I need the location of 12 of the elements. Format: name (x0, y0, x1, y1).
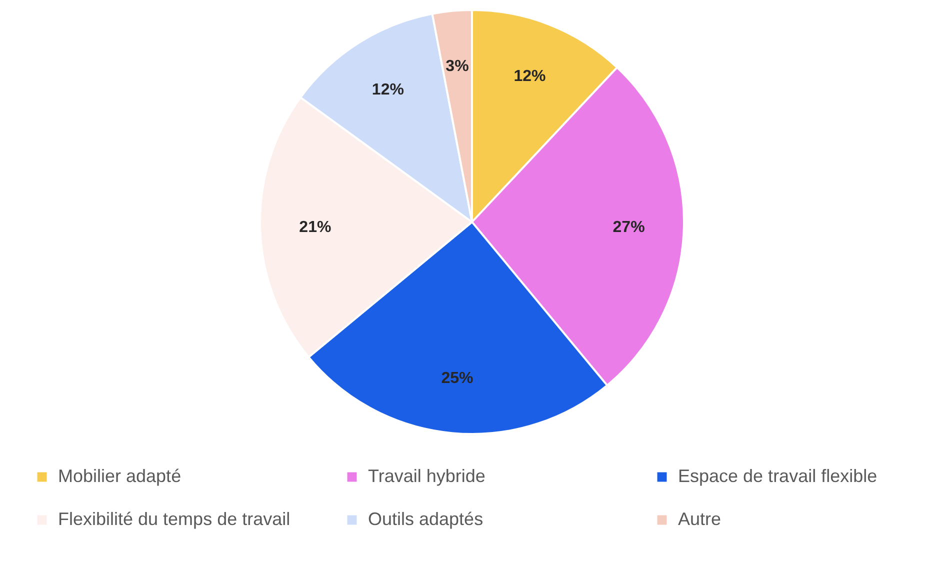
legend-label: Flexibilité du temps de travail (58, 509, 290, 529)
data-label: 12% (514, 68, 546, 86)
legend-label: Autre (678, 509, 722, 529)
data-label: 27% (612, 218, 645, 236)
legend-label: Travail hybride (368, 466, 486, 486)
legend-label: Outils adaptés (368, 509, 484, 529)
legend-label: Espace de travail flexible (678, 466, 878, 486)
data-label: 3% (446, 58, 469, 75)
data-label: 21% (299, 218, 332, 236)
data-label: 25% (441, 370, 474, 388)
legend-label: Mobilier adapté (58, 466, 182, 486)
data-label: 12% (372, 82, 404, 99)
